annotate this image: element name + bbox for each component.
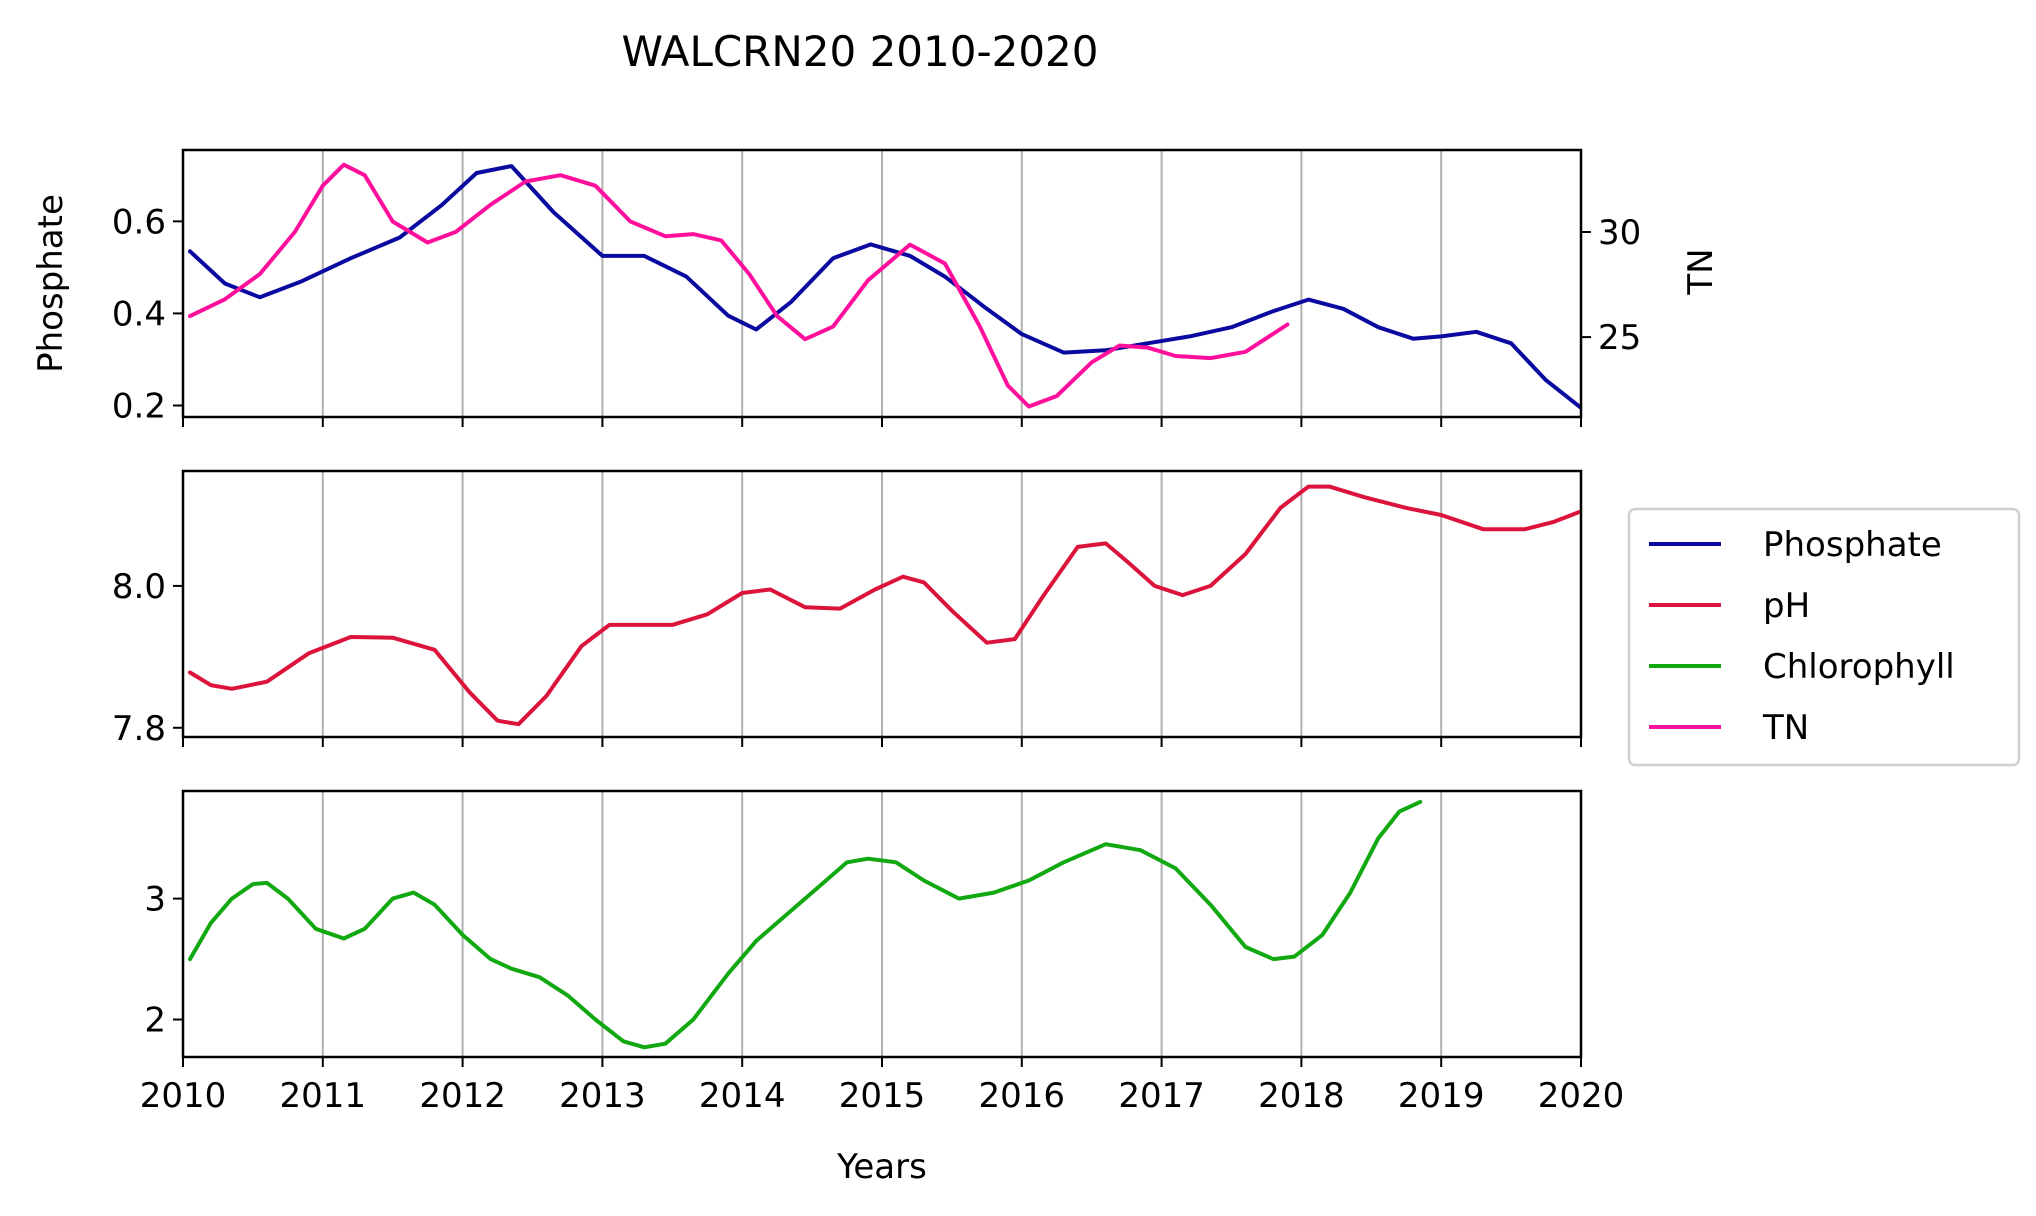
series-line-ph xyxy=(188,484,1581,727)
series-line-tn xyxy=(188,162,1290,409)
y-tick-label: 3 xyxy=(144,880,166,920)
y-tick-label: 0.4 xyxy=(112,294,166,334)
panel-series xyxy=(188,484,1581,727)
panel-1: 0.2 0.4 0.6 Phosphate 25 30 TN xyxy=(31,148,1721,427)
y-tick-label: 0.2 xyxy=(112,386,166,426)
y2-tick-label: 25 xyxy=(1598,318,1641,358)
legend-label-ph: pH xyxy=(1763,586,1810,626)
legend-label-tn: TN xyxy=(1762,708,1809,748)
y-axis-label-right: TN xyxy=(1681,248,1721,295)
panel-2: 7.8 8.0 xyxy=(112,469,1583,749)
x-tick-label: 2015 xyxy=(839,1076,926,1116)
legend-label-chlorophyll: Chlorophyll xyxy=(1763,647,1955,687)
x-tick-label: 2020 xyxy=(1538,1076,1625,1116)
y-tick-label: 2 xyxy=(144,1001,166,1041)
y2-tick-label: 30 xyxy=(1598,213,1641,253)
x-tick-label: 2014 xyxy=(699,1076,786,1116)
x-tick-label: 2016 xyxy=(979,1076,1066,1116)
y-tick-label: 8.0 xyxy=(112,567,166,607)
chart-panels: 0.2 0.4 0.6 Phosphate 25 30 TN 7.8 8.0 2 3 2010 2011… xyxy=(31,148,1721,1116)
chart-legend: Phosphate pH Chlorophyll TN xyxy=(1627,507,2021,767)
chart-title: WALCRN20 2010-2020 xyxy=(621,27,1098,76)
x-tick-label: 2012 xyxy=(419,1076,506,1116)
y-axis-label-left: Phosphate xyxy=(31,194,71,373)
x-tick-label: 2011 xyxy=(280,1076,367,1116)
panel-series xyxy=(188,799,1423,1050)
x-tick-label: 2017 xyxy=(1118,1076,1205,1116)
x-tick-label: 2013 xyxy=(559,1076,646,1116)
x-tick-label: 2010 xyxy=(140,1076,227,1116)
legend-label-phosphate: Phosphate xyxy=(1763,525,1942,565)
x-tick-label: 2018 xyxy=(1258,1076,1345,1116)
x-tick-label: 2019 xyxy=(1398,1076,1485,1116)
series-line-chlorophyll xyxy=(188,799,1423,1050)
panel-3: 2 3 2010 2011 2012 2013 2014 2015 2016 2017 2018 20… xyxy=(140,789,1625,1116)
panel-series xyxy=(188,162,1581,410)
x-axis-label: Years xyxy=(836,1147,927,1187)
legend-box xyxy=(1627,507,2021,767)
y-tick-label: 7.8 xyxy=(112,709,166,749)
y-tick-label: 0.6 xyxy=(112,202,166,242)
series-line-phosphate xyxy=(188,164,1581,410)
